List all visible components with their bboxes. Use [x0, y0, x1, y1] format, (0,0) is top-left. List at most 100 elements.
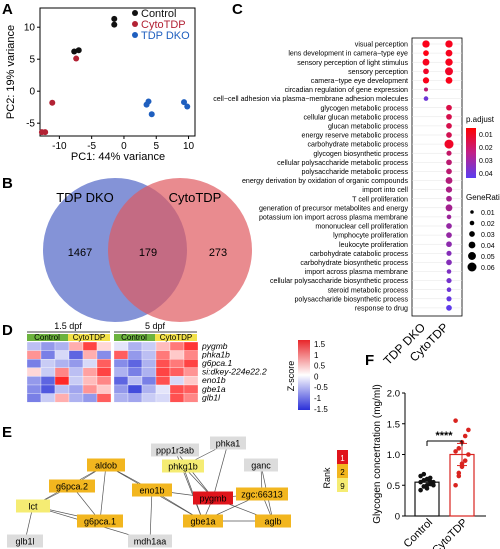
heatmap-cell [96, 384, 112, 394]
network-node-label: ganc [251, 460, 271, 470]
pca-xlabel: PC1: 44% variance [71, 151, 165, 163]
pca-point [71, 48, 78, 55]
go-term-label: visual perception [355, 41, 408, 49]
network-node-label: g6pca.2 [56, 481, 88, 491]
pca-point [38, 129, 45, 136]
network-node-box [236, 487, 288, 501]
network-node-box [49, 479, 95, 493]
go-term-label: cellular glucan metabolic process [304, 113, 409, 121]
f-datapoint [462, 433, 468, 439]
panel-label-f: F [365, 352, 374, 369]
heatmap-cell [26, 393, 42, 403]
network-node-box [87, 458, 125, 472]
f-datapoint [421, 471, 427, 477]
network-node-box [193, 491, 233, 505]
pca-legend: Control CytoTDP TDP DKO [132, 8, 190, 42]
heatmap-cell [141, 359, 157, 368]
f-ytick-label: 1.0 [387, 450, 400, 461]
heatmap-cell [54, 384, 70, 394]
generatio-legend-tick: 0.04 [481, 243, 495, 250]
network-node-box [7, 534, 43, 548]
pca-xtick-label: 0 [121, 141, 127, 152]
rank-title: Rank [322, 467, 332, 489]
heatmap-timepoint-label: 1.5 dpf [54, 321, 82, 331]
heatmap-cell [141, 341, 157, 351]
heatmap-cell [26, 376, 42, 386]
pca-point [145, 98, 152, 105]
network-node-label: pygmb [199, 493, 226, 503]
network-node-label: phka1 [216, 438, 241, 448]
rank-swatch-2 [337, 464, 348, 478]
group-label-control: Control [34, 333, 60, 342]
heatmap-cell [141, 384, 157, 394]
heatmap-cell [96, 341, 112, 351]
rank-value: 2 [340, 468, 345, 477]
go-term-label: cellular polysaccharide metabolic proces… [277, 159, 408, 167]
venn-label-tdpdko: TDP DKO [56, 190, 114, 205]
network-node-box [210, 436, 246, 450]
heatmap-cell [96, 393, 112, 403]
heatmap-cell [169, 384, 185, 394]
heatmap-cell [26, 341, 42, 351]
go-term-label: polysaccharide biosynthetic process [294, 295, 408, 303]
heatmap-cell [54, 367, 70, 377]
network-graph: ppp1r3ab phka1 aldob phkg1b ganc g6pca.2 eno1b… [7, 436, 348, 548]
heatmap-cell [127, 367, 143, 377]
zscore-tick: 1.5 [314, 340, 326, 349]
go-term-label: T cell proliferation [352, 195, 408, 203]
f-ytick-label: 1.5 [387, 419, 400, 430]
generatio-legend-title: GeneRatio [466, 193, 500, 202]
panel-label-a: A [2, 1, 13, 18]
network-node-label: glb1l [15, 536, 34, 546]
f-datapoint [462, 458, 468, 463]
padj-tick: 0.04 [479, 171, 493, 178]
go-dot-cytotdp [446, 214, 452, 220]
f-datapoint [466, 427, 471, 433]
heatmap-cell [141, 376, 157, 386]
go-dot-cytotdp [445, 67, 453, 76]
pca-point [148, 111, 155, 118]
heatmap-cell [26, 359, 42, 368]
zscore-tick: 0.5 [314, 362, 326, 371]
heatmap-cell [26, 384, 42, 394]
heatmap-cell [127, 359, 143, 368]
heatmap-cell [40, 359, 56, 368]
heatmap-cell [82, 376, 98, 386]
glycogen-bar-chart: 0 0.5 1.0 1.5 2.0 **** Glycogen concertratio… [372, 384, 486, 549]
heatmap-gene-label: g6pca.1 [202, 358, 233, 368]
go-term-label: lens development in camera−type eye [288, 50, 408, 58]
pca-ytick-label: 5 [29, 55, 35, 66]
heatmap-cell [155, 393, 171, 403]
go-dot-tdpdko [422, 58, 430, 66]
pca-point [184, 103, 191, 110]
heatmap-cell [96, 376, 112, 386]
f-ytick-label: 0 [395, 512, 400, 523]
network-node: mdh1aa [128, 534, 172, 548]
zscore-tick: 1 [314, 351, 319, 360]
legend-marker-cytotdp [132, 21, 138, 27]
go-dot-cytotdp [446, 132, 452, 138]
zscore-tick: 0 [314, 372, 319, 381]
go-term-label: sensory perception of light stimulus [297, 59, 408, 67]
generatio-legend-dot [470, 210, 474, 214]
network-node: ppp1r3ab [151, 443, 199, 457]
heatmap-gene-label: eno1b [202, 375, 226, 385]
pca-point [111, 15, 118, 22]
heatmap-cell [155, 341, 171, 351]
go-dot-cytotdp [445, 58, 453, 66]
panel-label-b: B [2, 175, 13, 192]
group-bar-cytotdp [155, 334, 197, 341]
generatio-legend-dot [469, 231, 475, 237]
padj-tick: 0.02 [479, 145, 493, 152]
network-node: g6pca.1 [77, 514, 123, 528]
heatmap-cell [40, 367, 56, 377]
network-node: g6pca.2 [49, 479, 95, 493]
heatmap-cell [54, 376, 70, 386]
group-bar-control [114, 334, 155, 341]
heatmap-cell [82, 384, 98, 394]
go-dot-cytotdp [446, 113, 452, 120]
heatmap-cell [68, 359, 84, 368]
network-node-label: eno1b [139, 485, 164, 495]
venn-count-dko-only: 1467 [68, 247, 92, 259]
